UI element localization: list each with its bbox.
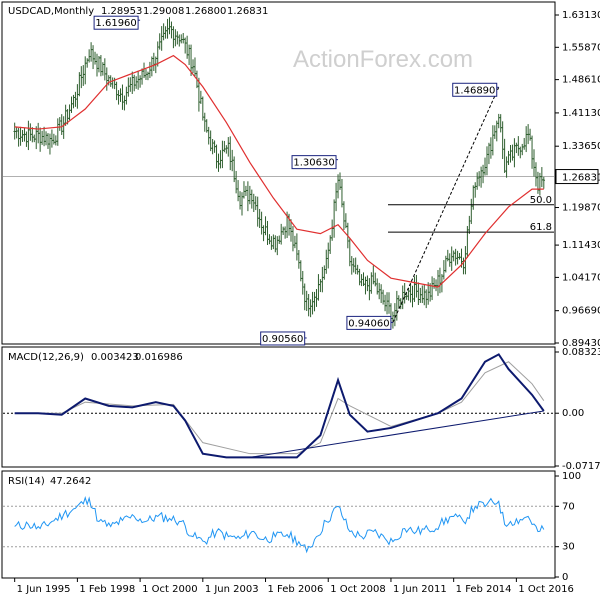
ohlc-high: 1.29008 (143, 6, 184, 17)
rsi-pane-frame (1, 470, 556, 579)
macd-line (14, 353, 545, 459)
price-axis-label-6: 1.19870 (562, 203, 600, 214)
macd-pane-title: MACD(12,26,9) (8, 352, 84, 363)
x-axis-label-6: 1 Jun 2011 (393, 584, 447, 595)
x-axis-label-4: 1 Feb 2006 (268, 584, 324, 595)
annotation-label-2: 1.30630 (293, 158, 334, 169)
price-axis-label-9: 0.96690 (562, 306, 600, 317)
macd-layer: 0.083235 0.00 -0.071752 (3, 347, 600, 472)
annotation-label-4: 1.46890 (454, 85, 495, 96)
fibonacci-label-1: 61.8 (530, 222, 552, 233)
macd-axis-label-2: -0.071752 (562, 461, 600, 472)
price-axis-label-7: 1.11430 (562, 240, 600, 251)
macd-signal-line (14, 361, 545, 455)
macd-trendline (249, 410, 544, 458)
price-axis: 1.63130 1.55870 1.48610 1.41130 1.33650 1.198… (555, 10, 600, 349)
rsi-value: 47.2642 (50, 476, 91, 487)
trendline (392, 87, 500, 323)
price-bars (13, 17, 546, 329)
annotation-label-0: 1.61960 (95, 18, 136, 29)
macd-pane-frame (1, 346, 556, 468)
macd-axis-label-1: 0.00 (562, 408, 584, 419)
x-axis-label-2: 1 Oct 2000 (142, 584, 197, 595)
x-axis: 1 Jun 1995 1 Feb 1998 1 Oct 2000 1 Jun 2003… (14, 578, 574, 595)
price-axis-label-8: 1.04170 (562, 272, 600, 283)
current-price-tag (555, 169, 599, 185)
x-axis-label-5: 1 Oct 2008 (330, 584, 385, 595)
price-axis-label-4: 1.33650 (562, 141, 600, 152)
price-pane-title: USDCAD,Monthly (8, 6, 94, 17)
annotation-box-2 (291, 155, 337, 170)
price-overlays: 50.0 61.8 1.61960 0.90560 1.30630 0.94060 1.46… (14, 15, 554, 346)
price-axis-label-0: 1.63130 (562, 10, 600, 21)
price-axis-label-3: 1.41130 (562, 108, 600, 119)
annotation-box-0 (93, 15, 139, 30)
rsi-layer: 100 70 30 0 (3, 471, 581, 583)
price-axis-label-2: 1.48610 (562, 75, 600, 86)
moving-average-line (14, 54, 544, 288)
macd-value: 0.003423 (91, 352, 139, 363)
ohlc-close: 1.26831 (227, 6, 268, 17)
rsi-axis-label-3: 0 (562, 572, 568, 583)
annotation-box-4 (452, 82, 498, 97)
rsi-axis-label-2: 30 (562, 542, 575, 553)
rsi-line (14, 495, 545, 554)
annotation-label-1: 0.90560 (262, 334, 303, 345)
macd-axis-label-0: 0.083235 (562, 347, 600, 358)
annotation-label-3: 0.94060 (348, 318, 389, 329)
x-axis-label-3: 1 Jun 2003 (205, 584, 259, 595)
rsi-pane-title: RSI(14) (8, 476, 45, 487)
fibonacci-label-0: 50.0 (530, 195, 552, 206)
x-axis-label-7: 1 Feb 2014 (456, 584, 512, 595)
x-axis-label-8: 1 Oct 2016 (518, 584, 573, 595)
ohlc-low: 1.26800 (185, 6, 226, 17)
rsi-axis-label-1: 70 (562, 501, 575, 512)
ohlc-open: 1.28953 (101, 6, 142, 17)
x-axis-label-1: 1 Feb 1998 (79, 584, 135, 595)
rsi-axis-label-0: 100 (562, 471, 581, 482)
current-price-label: 1.26831 (562, 173, 600, 184)
price-axis-label-10: 0.89430 (562, 338, 600, 349)
macd-signal-value: 0.016986 (135, 352, 183, 363)
watermark: ActionForex.com (293, 46, 473, 73)
price-axis-label-1: 1.55870 (562, 42, 600, 53)
x-axis-label-0: 1 Jun 1995 (17, 584, 71, 595)
